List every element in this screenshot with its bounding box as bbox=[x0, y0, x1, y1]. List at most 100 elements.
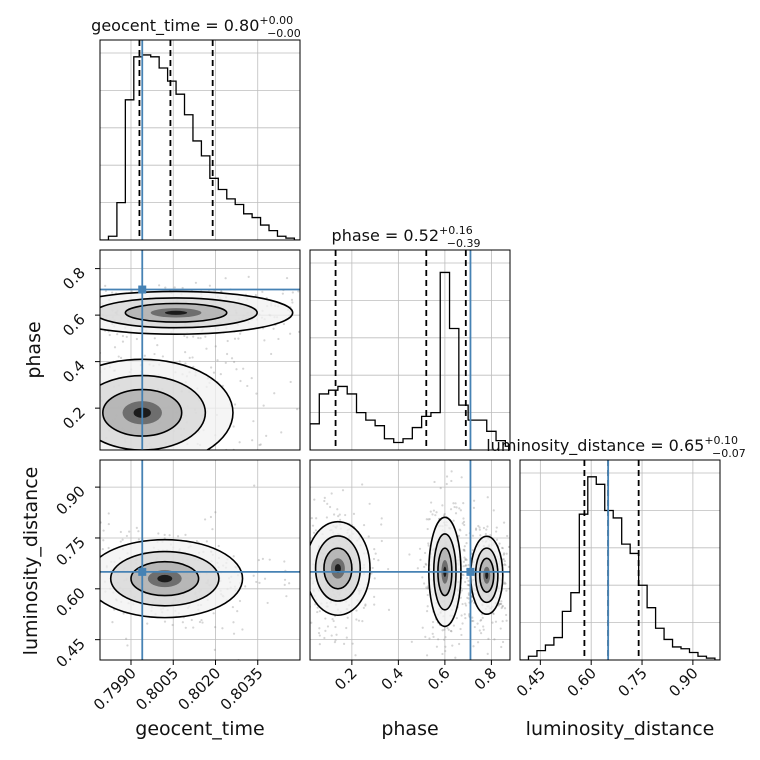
sample-point bbox=[134, 468, 136, 470]
sample-point bbox=[168, 534, 171, 537]
sample-point bbox=[368, 502, 371, 505]
sample-point bbox=[200, 618, 203, 622]
sample-point bbox=[461, 602, 464, 606]
sample-point bbox=[428, 637, 431, 640]
sample-point bbox=[192, 365, 195, 368]
sample-point bbox=[214, 511, 217, 514]
sample-point bbox=[430, 501, 433, 504]
sample-point bbox=[317, 631, 321, 635]
sample-point bbox=[410, 640, 413, 643]
sample-point bbox=[97, 310, 99, 312]
sample-point bbox=[265, 636, 267, 638]
sample-point bbox=[86, 423, 88, 425]
x-tick-label: 0.8035 bbox=[217, 664, 267, 714]
histogram-step-line bbox=[310, 271, 510, 450]
sample-point bbox=[67, 292, 69, 294]
sample-point bbox=[481, 616, 484, 619]
sample-point bbox=[68, 406, 70, 408]
sample-point bbox=[211, 528, 214, 531]
sample-point bbox=[184, 362, 187, 365]
sample-point bbox=[515, 565, 517, 567]
sample-point bbox=[305, 525, 307, 527]
sample-point bbox=[323, 636, 326, 640]
sample-point bbox=[263, 339, 266, 342]
sample-point bbox=[122, 612, 125, 615]
sample-point bbox=[462, 565, 465, 568]
sample-point bbox=[84, 375, 86, 377]
sample-point bbox=[153, 465, 155, 467]
sample-point bbox=[501, 547, 504, 550]
sample-point bbox=[291, 584, 293, 586]
sample-point bbox=[205, 347, 208, 350]
sample-point bbox=[462, 520, 466, 523]
sample-point bbox=[313, 498, 316, 501]
sample-point bbox=[459, 529, 462, 532]
sample-point bbox=[199, 336, 202, 340]
sample-point bbox=[301, 566, 303, 568]
sample-point bbox=[163, 620, 167, 623]
sample-point bbox=[204, 335, 207, 338]
sample-point bbox=[261, 557, 264, 561]
sample-point bbox=[491, 621, 494, 624]
sample-point bbox=[506, 534, 509, 538]
sample-point bbox=[464, 564, 467, 567]
sample-point bbox=[305, 615, 307, 617]
sample-point bbox=[82, 556, 84, 558]
sample-point bbox=[44, 413, 46, 415]
sample-point bbox=[83, 329, 85, 331]
sample-point bbox=[252, 574, 255, 577]
sample-point bbox=[259, 443, 262, 446]
sample-point bbox=[209, 515, 213, 519]
sample-point bbox=[464, 557, 467, 561]
sample-point bbox=[20, 312, 22, 314]
sample-point bbox=[502, 521, 506, 524]
sample-point bbox=[357, 619, 361, 622]
sample-point bbox=[466, 583, 469, 587]
sample-point bbox=[334, 625, 337, 629]
sample-point bbox=[250, 377, 253, 380]
panel-frame bbox=[309, 249, 511, 451]
sample-point bbox=[342, 642, 346, 646]
sample-point bbox=[472, 499, 476, 502]
sample-point bbox=[89, 450, 91, 452]
sample-point bbox=[380, 539, 383, 543]
sample-point bbox=[513, 566, 515, 568]
sample-point bbox=[178, 360, 181, 363]
sample-point bbox=[137, 538, 140, 541]
sample-point bbox=[380, 523, 383, 526]
sample-point bbox=[336, 508, 339, 511]
sample-point bbox=[42, 387, 44, 389]
sample-point bbox=[296, 526, 298, 528]
sample-point bbox=[364, 603, 367, 606]
sample-point bbox=[89, 303, 91, 305]
sample-point bbox=[426, 605, 429, 608]
contour-line bbox=[100, 297, 258, 329]
sample-point bbox=[501, 605, 504, 608]
sample-point bbox=[225, 477, 227, 479]
sample-point bbox=[31, 317, 33, 319]
sample-point bbox=[181, 621, 184, 624]
sample-point bbox=[88, 426, 90, 428]
sample-point bbox=[480, 618, 483, 622]
sample-point bbox=[318, 643, 321, 646]
sample-point bbox=[50, 309, 52, 311]
sample-point bbox=[76, 471, 78, 473]
sample-point bbox=[57, 314, 59, 316]
sample-point bbox=[255, 490, 257, 492]
sample-point bbox=[208, 456, 210, 458]
sample-point bbox=[97, 396, 99, 398]
sample-point bbox=[81, 470, 83, 472]
sample-point bbox=[1, 305, 3, 307]
sample-point bbox=[428, 518, 431, 521]
sample-point bbox=[78, 403, 80, 405]
sample-point bbox=[214, 626, 217, 629]
sample-point bbox=[504, 582, 507, 585]
sample-point bbox=[258, 443, 261, 447]
sample-point bbox=[462, 502, 465, 505]
sample-point bbox=[62, 356, 64, 358]
sample-point bbox=[224, 277, 227, 280]
sample-point bbox=[302, 551, 304, 553]
sample-point bbox=[321, 308, 323, 310]
sample-point bbox=[362, 523, 366, 527]
sample-point bbox=[92, 396, 94, 398]
